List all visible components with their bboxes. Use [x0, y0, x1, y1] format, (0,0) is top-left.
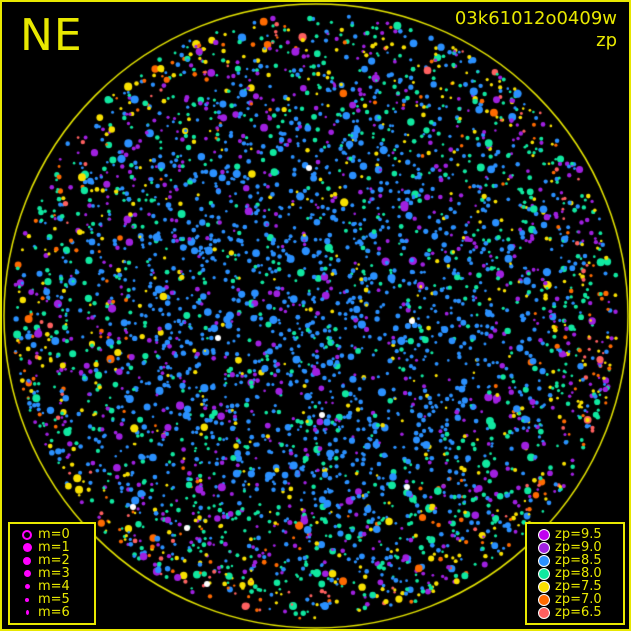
zeropoint-color-swatch-icon	[533, 541, 555, 554]
magnitude-legend-label: m=4	[38, 579, 70, 594]
magnitude-marker-icon	[16, 584, 38, 589]
image-subtitle: zp	[596, 30, 617, 51]
zeropoint-legend-item: zp=7.5	[533, 580, 617, 593]
magnitude-marker-icon	[16, 543, 38, 552]
zeropoint-color-swatch-icon	[533, 593, 555, 606]
zeropoint-color-swatch-icon	[533, 606, 555, 619]
magnitude-marker-icon	[16, 529, 38, 540]
zeropoint-legend-label: zp=6.5	[555, 605, 602, 620]
zeropoint-legend-label: zp=7.0	[555, 592, 602, 607]
magnitude-marker-icon	[16, 570, 38, 577]
magnitude-legend-item: m=0	[16, 528, 88, 541]
magnitude-legend-label: m=3	[38, 566, 70, 581]
magnitude-legend-label: m=1	[38, 540, 70, 555]
zeropoint-legend-item: zp=8.5	[533, 554, 617, 567]
magnitude-legend-label: m=6	[38, 605, 70, 620]
magnitude-legend-item: m=5	[16, 593, 88, 606]
zeropoint-legend-label: zp=9.0	[555, 540, 602, 555]
image-title: 03k61012o0409w	[454, 8, 617, 29]
magnitude-marker-icon	[16, 597, 38, 602]
zeropoint-color-swatch-icon	[533, 580, 555, 593]
magnitude-legend-item: m=1	[16, 541, 88, 554]
magnitude-legend-item: m=2	[16, 554, 88, 567]
zeropoint-legend-item: zp=9.5	[533, 528, 617, 541]
magnitude-legend-label: m=5	[38, 592, 70, 607]
magnitude-legend-item: m=6	[16, 606, 88, 619]
zeropoint-legend: zp=9.5 zp=9.0 zp=8.5 zp=8.0 zp=7.5 zp=7.0 zp=6…	[525, 522, 625, 625]
zeropoint-legend-item: zp=8.0	[533, 567, 617, 580]
zeropoint-color-swatch-icon	[533, 554, 555, 567]
magnitude-marker-icon	[16, 610, 38, 615]
zeropoint-legend-item: zp=6.5	[533, 606, 617, 619]
direction-label: NE	[20, 10, 83, 61]
zeropoint-legend-label: zp=9.5	[555, 527, 602, 542]
magnitude-legend-item: m=4	[16, 580, 88, 593]
zeropoint-legend-label: zp=8.0	[555, 566, 602, 581]
zeropoint-legend-label: zp=7.5	[555, 579, 602, 594]
zeropoint-legend-label: zp=8.5	[555, 553, 602, 568]
magnitude-legend: m=0 m=1 m=2 m=3 m=4 m=5 m=6	[8, 522, 96, 625]
magnitude-legend-item: m=3	[16, 567, 88, 580]
zeropoint-color-swatch-icon	[533, 567, 555, 580]
magnitude-legend-label: m=0	[38, 527, 70, 542]
zeropoint-color-swatch-icon	[533, 528, 555, 541]
magnitude-marker-icon	[16, 556, 38, 565]
magnitude-legend-label: m=2	[38, 553, 70, 568]
zeropoint-legend-item: zp=9.0	[533, 541, 617, 554]
zeropoint-legend-item: zp=7.0	[533, 593, 617, 606]
